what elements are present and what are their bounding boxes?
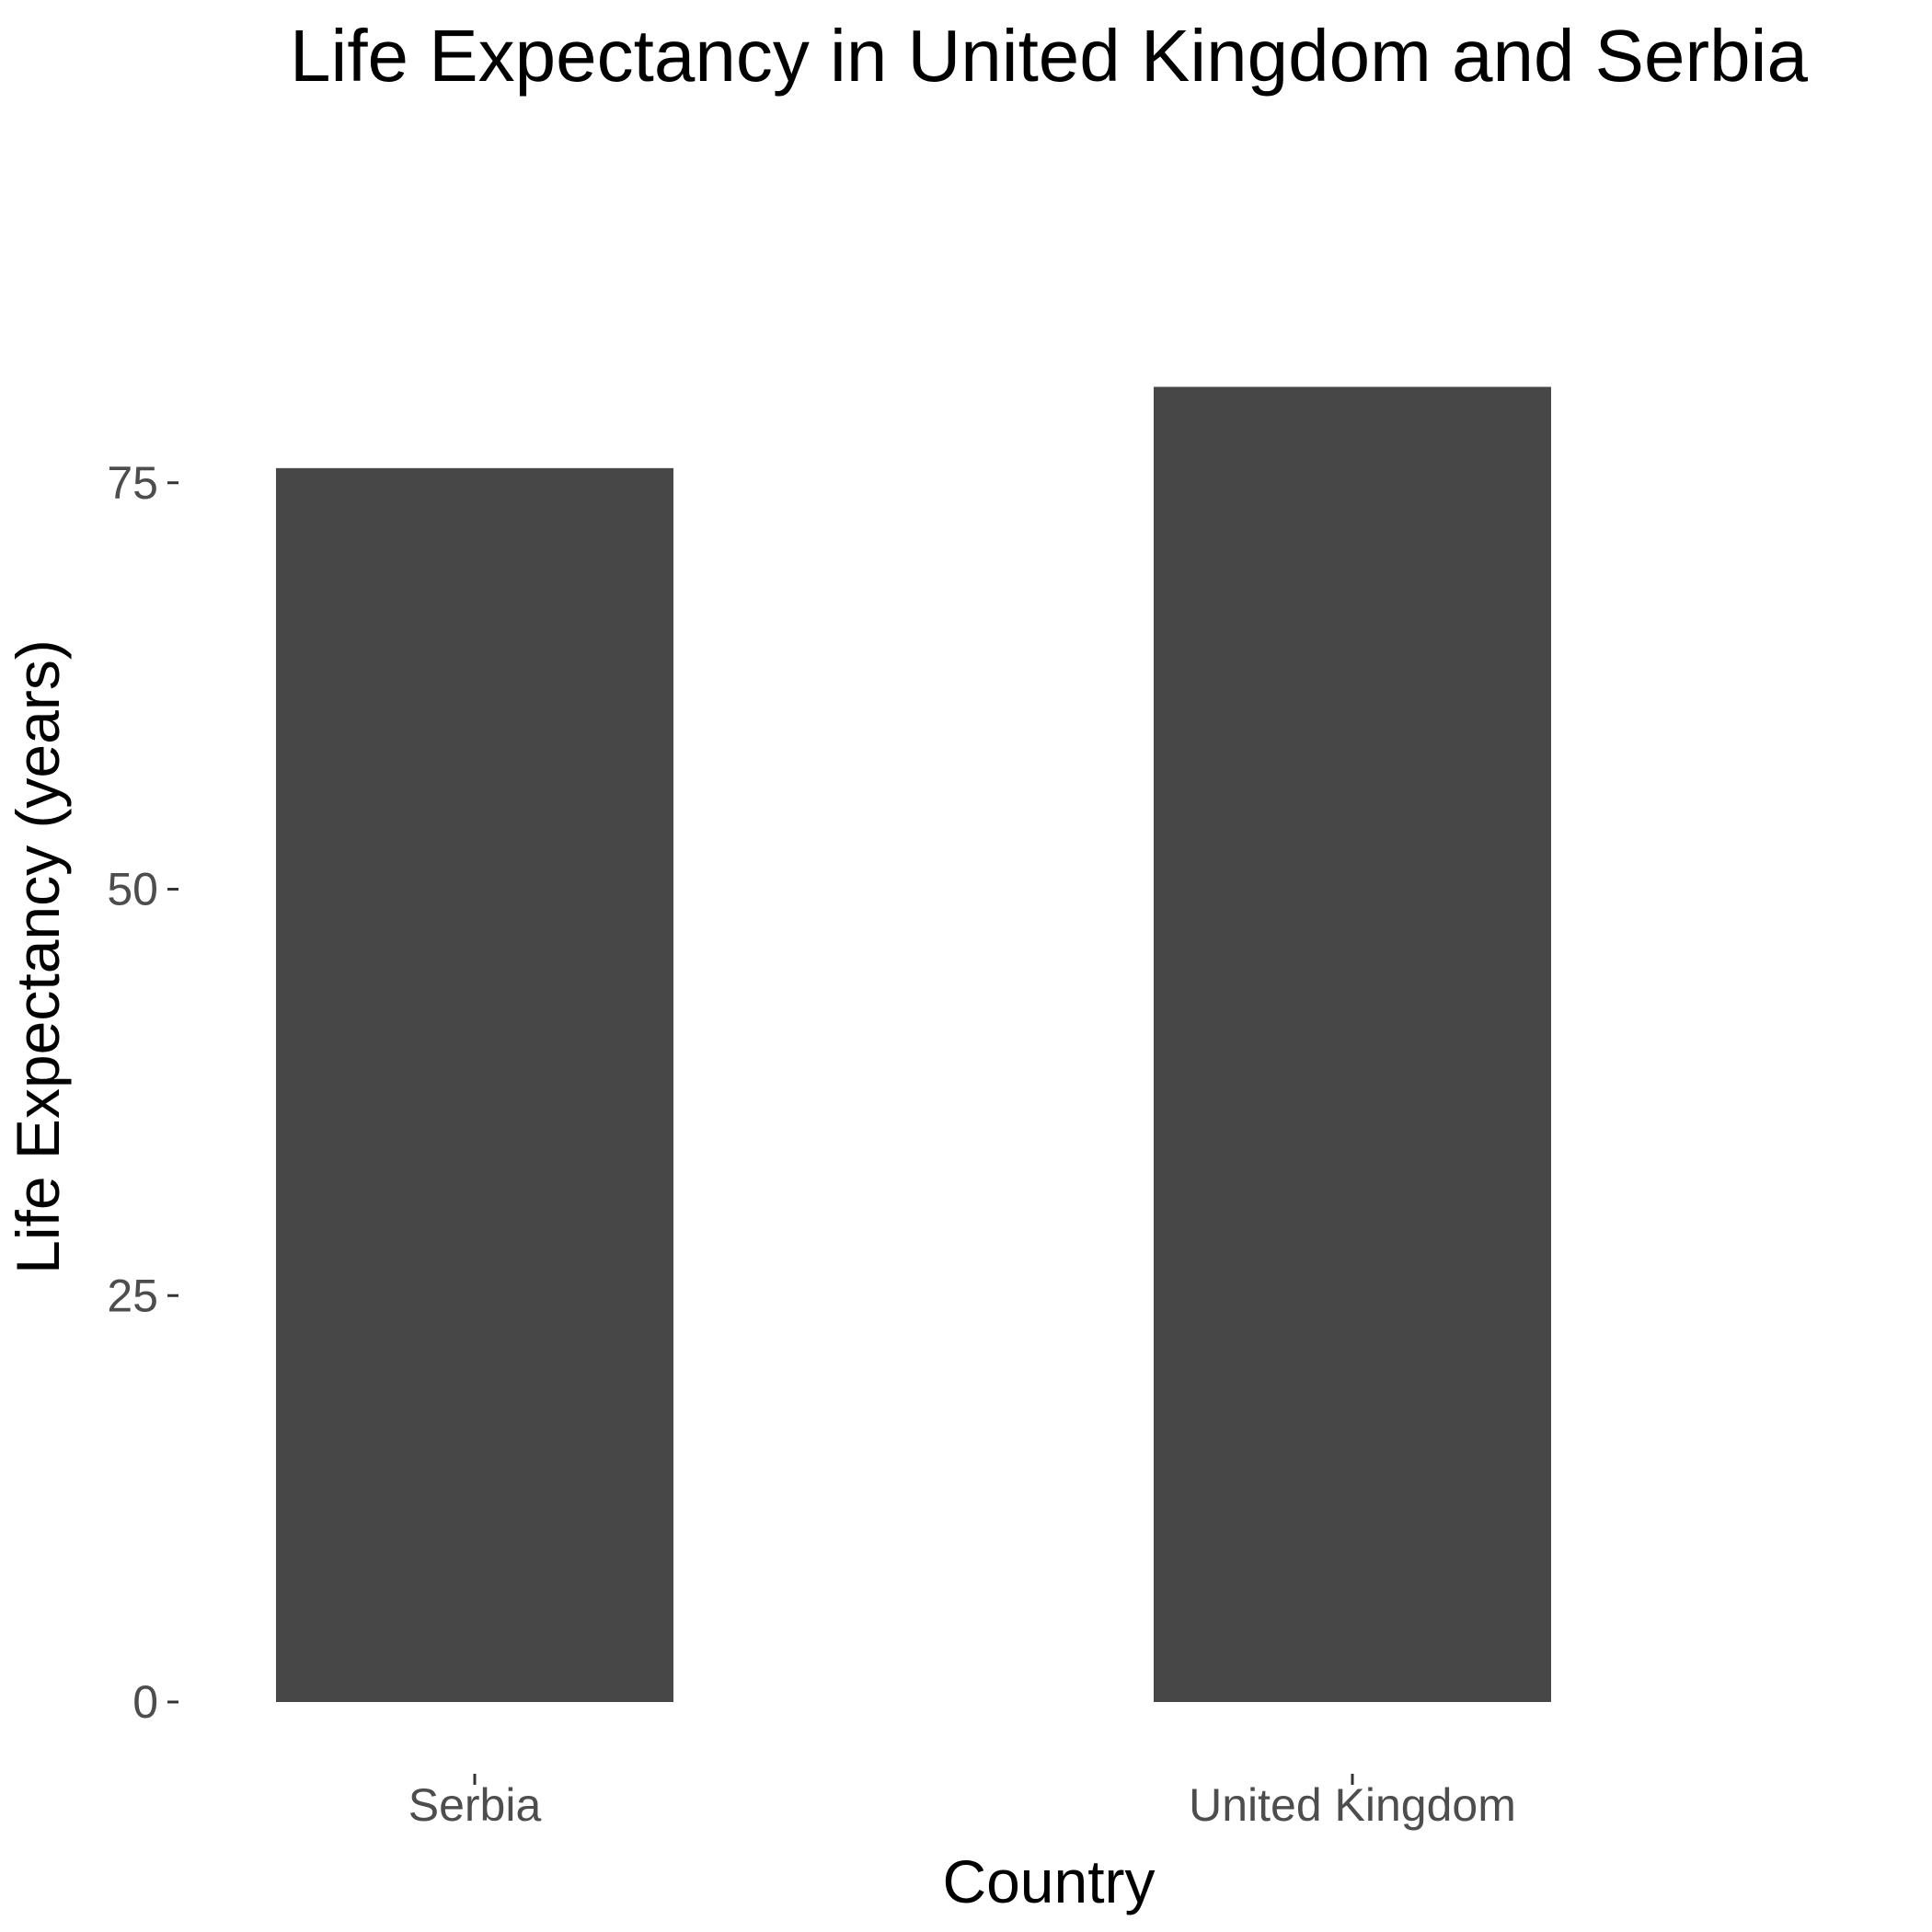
y-tick-label-3: 75 [107,457,158,509]
y-tick-label-2: 50 [107,864,158,915]
bar-serbia [276,467,673,1703]
y-axis-title: Life Expectancy (years) [4,639,72,1274]
x-axis: Serbia United Kingdom [408,1774,1516,1831]
chart-title: Life Expectancy in United Kingdom and Se… [290,15,1808,97]
y-tick-label-1: 25 [107,1270,158,1321]
y-tick-label-0: 0 [132,1676,158,1728]
bar-united-kingdom [1154,386,1551,1702]
x-tick-label-1: United Kingdom [1189,1779,1516,1831]
y-axis: 0 25 50 75 [107,457,178,1728]
bars [276,386,1551,1703]
x-axis-title: Country [942,1847,1155,1915]
x-tick-label-0: Serbia [408,1779,542,1831]
